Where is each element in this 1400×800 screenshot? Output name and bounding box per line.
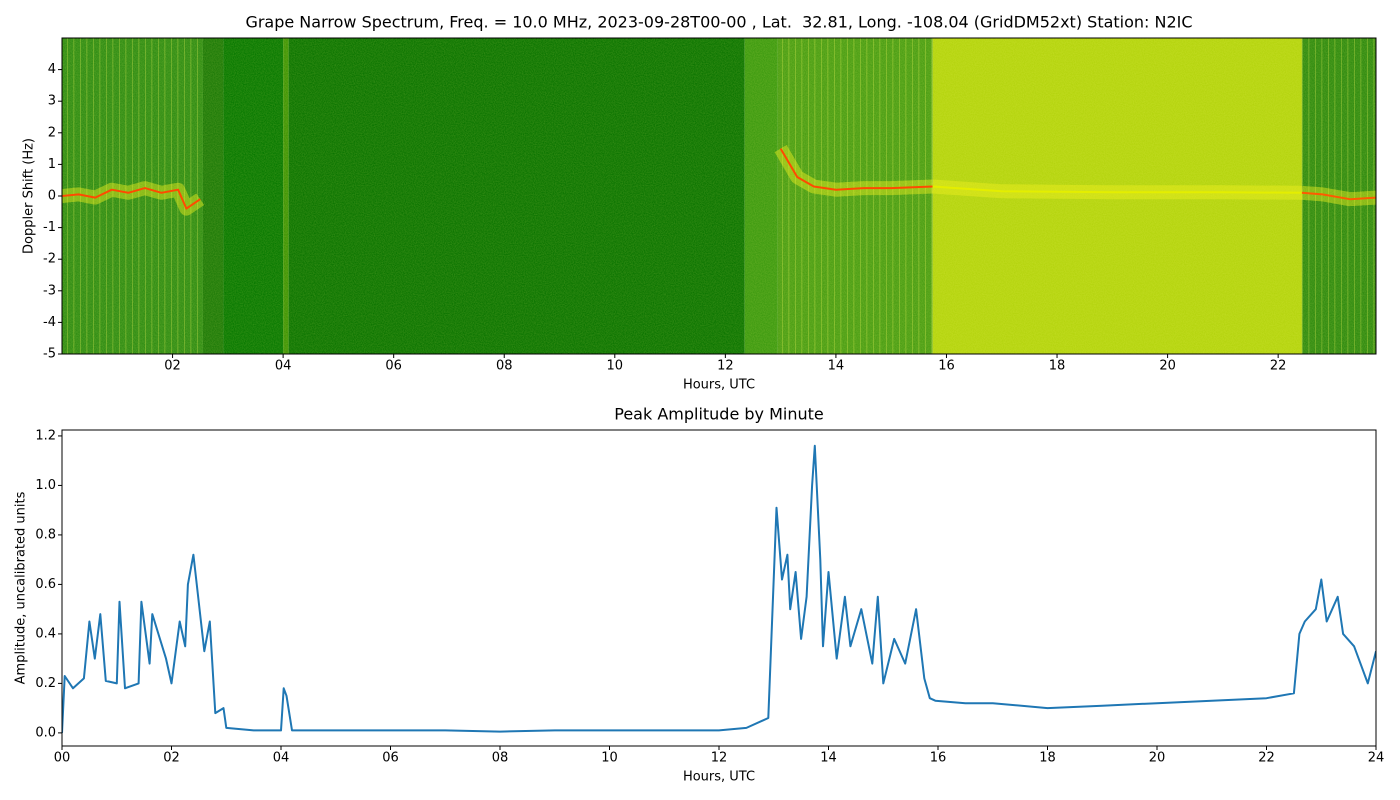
x-tick-label: 04 xyxy=(275,359,292,374)
x-tick-label: 08 xyxy=(496,359,513,374)
x-tick-label: 22 xyxy=(1270,359,1287,374)
y-tick-label: 3 xyxy=(48,94,56,109)
x-tick-label: 02 xyxy=(164,359,181,374)
line xyxy=(1301,191,1376,201)
y-axis-label: Doppler Shift (Hz) xyxy=(22,138,37,254)
y-tick-label: -3 xyxy=(43,283,56,298)
y-tick-label: 2 xyxy=(48,125,56,140)
x-tick-label: 14 xyxy=(820,751,837,766)
x-tick-label: 10 xyxy=(601,751,618,766)
x-tick-label: 22 xyxy=(1258,751,1275,766)
x-tick-label: 06 xyxy=(385,359,402,374)
chart-title: Grape Narrow Spectrum, Freq. = 10.0 MHz,… xyxy=(245,13,1192,32)
y-tick-label: 0.0 xyxy=(35,725,56,740)
y-tick-label: -1 xyxy=(43,220,56,235)
x-tick-label: 08 xyxy=(492,751,509,766)
y-axis-label: Amplitude, uncalibrated units xyxy=(14,491,29,684)
plot-area xyxy=(62,38,1376,354)
y-tick-label: 1.0 xyxy=(35,478,56,493)
x-tick-label: 10 xyxy=(607,359,624,374)
noise xyxy=(62,38,1376,354)
y-tick-label: -5 xyxy=(43,347,56,362)
stripes xyxy=(1301,38,1376,354)
line xyxy=(62,148,933,210)
x-tick-label: 24 xyxy=(1368,751,1385,766)
y-tick-label: 1.2 xyxy=(35,428,56,443)
chart-title: Peak Amplitude by Minute xyxy=(614,405,824,424)
x-tick-label: 18 xyxy=(1049,359,1066,374)
y-tick-label: 4 xyxy=(48,62,56,77)
stripes xyxy=(777,38,933,354)
y-tick-label: 1 xyxy=(48,157,56,172)
x-axis-label: Hours, UTC xyxy=(683,770,755,785)
x-tick-label: 20 xyxy=(1159,359,1176,374)
y-tick-label: 0.2 xyxy=(35,676,56,691)
x-tick-label: 06 xyxy=(382,751,399,766)
y-tick-label: 0.6 xyxy=(35,577,56,592)
x-tick-label: 14 xyxy=(828,359,845,374)
line xyxy=(932,185,1302,194)
x-axis-label: Hours, UTC xyxy=(683,378,755,393)
x-tick-label: 20 xyxy=(1149,751,1166,766)
x-tick-label: 18 xyxy=(1039,751,1056,766)
y-tick-label: 0 xyxy=(48,189,56,204)
plot-frame xyxy=(61,429,1377,747)
y-tick-label: 0.8 xyxy=(35,527,56,542)
x-tick-label: 16 xyxy=(930,751,947,766)
y-tick-label: 0.4 xyxy=(35,626,56,641)
line xyxy=(62,444,1376,733)
x-tick-label: 12 xyxy=(717,359,734,374)
y-tick-label: -4 xyxy=(43,315,56,330)
x-tick-label: 00 xyxy=(54,751,71,766)
x-tick-label: 12 xyxy=(711,751,728,766)
y-tick-label: -2 xyxy=(43,252,56,267)
plot-area xyxy=(62,444,1376,733)
x-tick-label: 02 xyxy=(163,751,180,766)
x-tick-label: 04 xyxy=(273,751,290,766)
x-tick-label: 16 xyxy=(938,359,955,374)
